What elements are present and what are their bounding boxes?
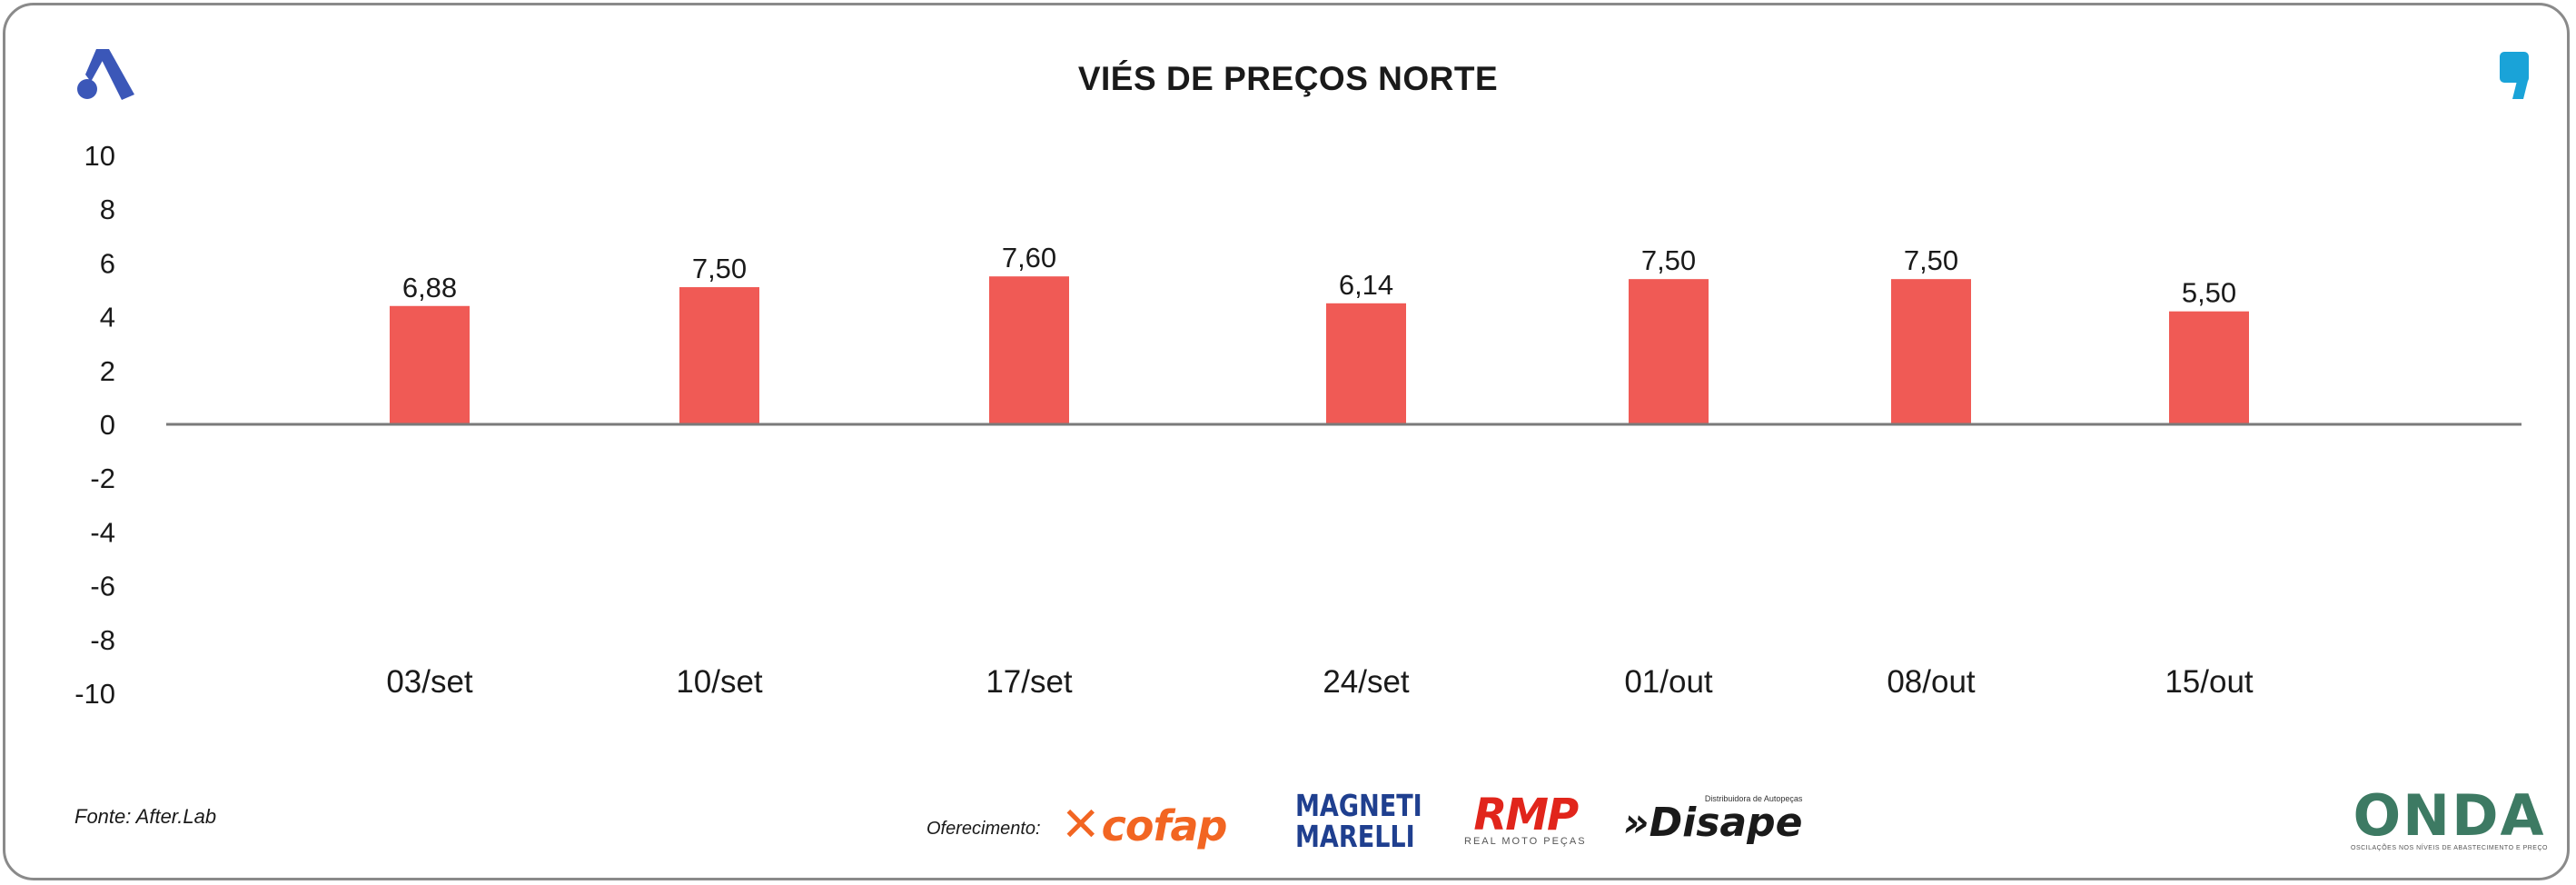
magneti-wordmark: MAGNETI (1295, 788, 1422, 823)
bar (1629, 279, 1709, 424)
rmp-tagline: REAL MOTO PEÇAS (1464, 836, 1587, 847)
data-label: 6,14 (1339, 269, 1393, 301)
x-tick-label: 03/set (386, 664, 473, 700)
y-tick-label: -6 (90, 571, 115, 602)
bar (679, 287, 759, 424)
x-tick-label: 08/out (1887, 664, 1976, 700)
y-tick-label: -2 (90, 462, 115, 494)
bar (390, 305, 470, 424)
x-tick-label: 10/set (676, 664, 763, 700)
bar (1326, 303, 1406, 424)
bar (2169, 311, 2249, 424)
magneti-marelli-logo: MAGNETI MARELLI (1295, 788, 1422, 854)
onda-wordmark: ONDA (2353, 782, 2546, 849)
rmp-logo: RMP REAL MOTO PEÇAS (1464, 790, 1587, 847)
data-label: 7,50 (692, 253, 747, 284)
rmp-wordmark: RMP (1473, 790, 1579, 840)
data-label: 6,88 (402, 272, 457, 303)
quote-icon (2500, 52, 2529, 99)
y-tick-label: 2 (100, 355, 115, 387)
brand-logo-icon (77, 49, 134, 100)
x-tick-label: 24/set (1323, 664, 1410, 700)
y-tick-label: 10 (84, 140, 115, 172)
y-tick-label: -8 (90, 624, 115, 656)
data-label: 7,60 (1002, 242, 1056, 273)
source-note: Fonte: After.Lab (74, 805, 217, 828)
y-tick-label: 4 (100, 302, 115, 333)
x-tick-label: 15/out (2165, 664, 2254, 700)
data-label: 7,50 (1904, 244, 1958, 276)
cofap-mark-icon: ✕ (1061, 798, 1101, 852)
disape-tagline: Distribuidora de Autopeças (1704, 794, 1803, 803)
x-tick-label: 17/set (986, 664, 1073, 700)
y-tick-label: -10 (74, 678, 115, 710)
y-tick-label: 6 (100, 247, 115, 279)
bar (1891, 279, 1971, 424)
disape-logo: Distribuidora de Autopeças »Disape (1623, 794, 1802, 843)
y-tick-label: 8 (100, 194, 115, 225)
y-tick-label: -4 (90, 516, 115, 548)
data-label: 5,50 (2182, 277, 2236, 309)
cofap-wordmark: cofap (1101, 801, 1228, 850)
disape-wordmark: »Disape (1623, 800, 1803, 846)
bar (989, 276, 1069, 424)
sponsor-label: Oferecimento: (926, 819, 1041, 839)
data-label: 7,50 (1641, 244, 1696, 276)
onda-tagline: OSCILAÇÕES NOS NÍVEIS DE ABASTECIMENTO E… (2351, 845, 2548, 851)
marelli-wordmark: MARELLI (1295, 819, 1415, 854)
chart-title: VIÉS DE PREÇOS NORTE (1077, 60, 1499, 97)
cofap-logo: ✕cofap (1061, 798, 1228, 852)
x-tick-label: 01/out (1624, 664, 1713, 700)
onda-logo: ONDA OSCILAÇÕES NOS NÍVEIS DE ABASTECIME… (2351, 782, 2548, 852)
chart-frame (3, 3, 2570, 880)
y-tick-label: 0 (100, 409, 115, 441)
